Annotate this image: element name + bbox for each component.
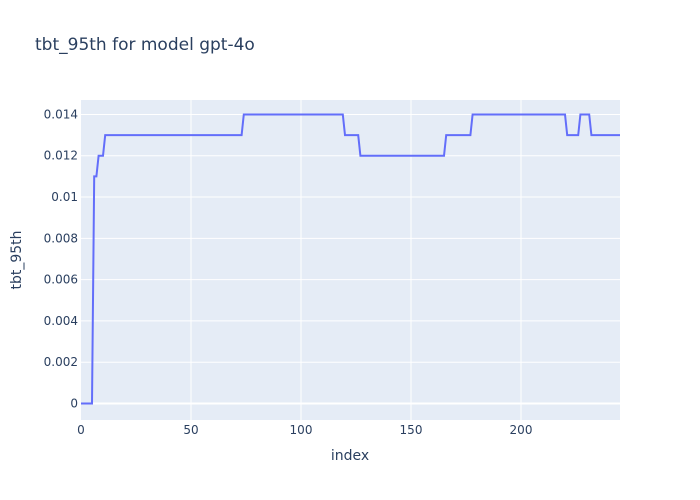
x-tick-label: 200 — [510, 423, 533, 437]
y-tick-label: 0.014 — [44, 107, 78, 121]
y-tick-label: 0.004 — [44, 314, 78, 328]
x-tick-label: 150 — [400, 423, 423, 437]
series-line — [81, 113, 620, 405]
y-tick-label: 0.01 — [51, 190, 78, 204]
y-axis-ticks: 0 0.002 0.004 0.006 0.008 0.01 0.012 0.014 — [44, 107, 78, 410]
x-axis-ticks: 0 50 100 150 200 — [77, 423, 532, 437]
plot-area — [81, 100, 620, 420]
y-tick-label: 0.008 — [44, 231, 78, 245]
grid-lines — [81, 100, 620, 420]
chart-title: tbt_95th for model gpt-4o — [35, 35, 255, 55]
y-tick-label: 0 — [70, 396, 78, 410]
y-tick-label: 0.002 — [44, 355, 78, 369]
x-tick-label: 0 — [77, 423, 85, 437]
x-axis-title: index — [331, 448, 369, 464]
y-tick-label: 0.006 — [44, 273, 78, 287]
y-tick-label: 0.012 — [44, 149, 78, 163]
x-tick-label: 50 — [183, 423, 198, 437]
y-axis-title: tbt_95th — [9, 230, 25, 289]
x-tick-label: 100 — [290, 423, 313, 437]
